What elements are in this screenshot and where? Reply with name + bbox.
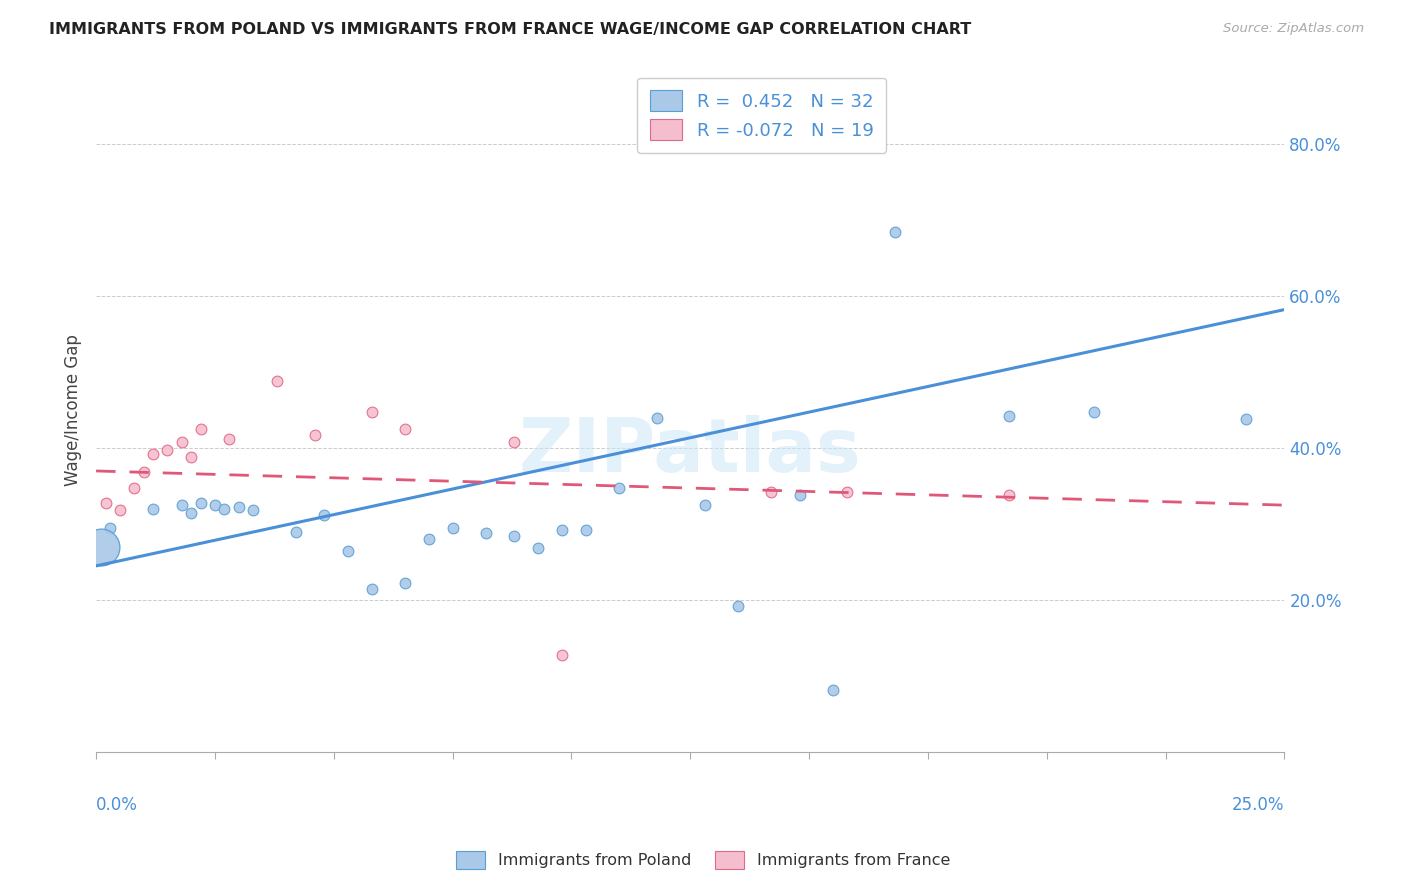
Point xyxy=(441,521,464,535)
Point xyxy=(242,503,264,517)
Point xyxy=(180,450,202,465)
Point xyxy=(789,488,811,502)
Point xyxy=(170,435,193,450)
Point xyxy=(108,503,131,517)
Point xyxy=(98,521,121,535)
Point xyxy=(284,524,307,539)
Point xyxy=(94,496,117,510)
Point xyxy=(883,225,905,239)
Point xyxy=(821,682,844,697)
Point xyxy=(214,502,236,516)
Point xyxy=(142,447,165,461)
Point xyxy=(266,375,288,389)
Text: 25.0%: 25.0% xyxy=(1232,797,1285,814)
Point xyxy=(551,523,574,537)
Point xyxy=(90,540,112,554)
Point xyxy=(314,508,336,522)
Point xyxy=(551,648,574,662)
Point xyxy=(997,409,1019,424)
Point xyxy=(837,485,859,500)
Point xyxy=(304,427,326,442)
Point xyxy=(645,410,668,425)
Point xyxy=(360,582,382,596)
Point xyxy=(394,576,416,591)
Point xyxy=(727,599,749,614)
Point xyxy=(503,435,526,450)
Point xyxy=(759,485,782,500)
Text: IMMIGRANTS FROM POLAND VS IMMIGRANTS FROM FRANCE WAGE/INCOME GAP CORRELATION CHA: IMMIGRANTS FROM POLAND VS IMMIGRANTS FRO… xyxy=(49,22,972,37)
Point xyxy=(575,523,598,537)
Point xyxy=(1234,412,1257,426)
Point xyxy=(122,481,145,495)
Point xyxy=(156,442,179,457)
Point xyxy=(132,466,155,480)
Point xyxy=(997,488,1019,502)
Point xyxy=(418,533,440,547)
Point xyxy=(180,506,202,520)
Point xyxy=(190,422,212,436)
Point xyxy=(218,432,240,446)
Text: 0.0%: 0.0% xyxy=(96,797,138,814)
Point xyxy=(190,496,212,510)
Point xyxy=(360,405,382,419)
Point xyxy=(607,481,630,495)
Point xyxy=(527,541,550,556)
Point xyxy=(503,528,526,542)
Point xyxy=(204,498,226,512)
Text: Source: ZipAtlas.com: Source: ZipAtlas.com xyxy=(1223,22,1364,36)
Point xyxy=(693,498,716,512)
Point xyxy=(394,422,416,436)
Point xyxy=(337,543,360,558)
Legend: Immigrants from Poland, Immigrants from France: Immigrants from Poland, Immigrants from … xyxy=(450,845,956,875)
Text: ZIPatlas: ZIPatlas xyxy=(519,415,862,488)
Point xyxy=(142,502,165,516)
Point xyxy=(170,498,193,512)
Point xyxy=(1083,405,1105,419)
Point xyxy=(228,500,250,515)
Point xyxy=(475,526,498,541)
Y-axis label: Wage/Income Gap: Wage/Income Gap xyxy=(65,334,82,486)
Legend: R =  0.452   N = 32, R = -0.072   N = 19: R = 0.452 N = 32, R = -0.072 N = 19 xyxy=(637,78,886,153)
